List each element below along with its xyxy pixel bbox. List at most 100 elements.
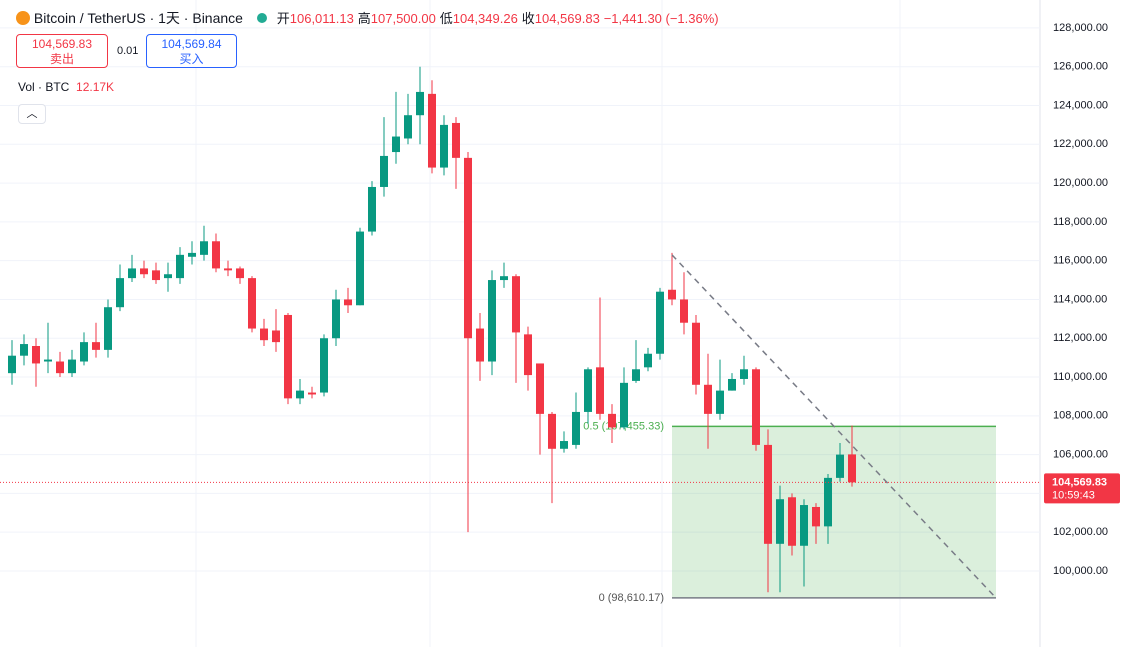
candle-body — [632, 369, 640, 381]
candle-body — [668, 289, 676, 300]
buy-button[interactable]: 104,569.84 买入 — [146, 34, 237, 68]
low-label: 低 — [439, 11, 453, 26]
candle-body — [692, 322, 700, 385]
candle-body — [680, 299, 688, 323]
y-tick-label: 118,000.00 — [1053, 216, 1107, 228]
candle-body — [536, 363, 544, 414]
candle-body — [416, 91, 424, 116]
sell-price: 104,569.83 — [31, 37, 93, 51]
y-tick-label: 108,000.00 — [1053, 410, 1108, 422]
candle-body — [812, 506, 820, 527]
candle-body — [608, 413, 616, 428]
candle-body — [152, 270, 160, 281]
sell-label: 卖出 — [49, 52, 74, 66]
candle-body — [512, 276, 520, 333]
fib-zone — [672, 426, 996, 598]
candle-body — [176, 254, 184, 279]
volume-value: 12.17K — [76, 80, 115, 94]
candle-body — [548, 413, 556, 449]
candle-body — [320, 338, 328, 393]
candle-body — [644, 353, 652, 368]
y-tick-label: 126,000.00 — [1053, 61, 1108, 73]
candle-body — [728, 378, 736, 391]
candle-body — [704, 384, 712, 414]
candle-body — [44, 359, 52, 362]
high-value: 107,500.00 — [370, 11, 436, 26]
candle-body — [596, 367, 604, 414]
candle-body — [740, 369, 748, 379]
candle-body — [260, 328, 268, 341]
candle-body — [68, 359, 76, 374]
candle-body — [776, 499, 784, 544]
candle-body — [560, 441, 568, 449]
open-value: 106,011.13 — [289, 11, 354, 26]
sell-button[interactable]: 104,569.83 卖出 — [16, 34, 108, 68]
low-value: 104,349.26 — [452, 11, 518, 26]
symbol-title: Bitcoin / TetherUS · 1天 · Binance — [33, 10, 243, 26]
y-tick-label: 110,000.00 — [1053, 371, 1107, 383]
volume-legend: Vol · BTC 12.17K — [18, 80, 114, 94]
collapse-button[interactable]: ︿ — [18, 104, 46, 124]
y-tick-label: 124,000.00 — [1053, 99, 1108, 111]
candle-body — [140, 268, 148, 275]
candle-body — [128, 268, 136, 279]
y-tick-label: 122,000.00 — [1053, 138, 1108, 150]
candle-body — [584, 369, 592, 412]
candle-body — [656, 291, 664, 354]
y-tick-label: 114,000.00 — [1053, 293, 1107, 305]
candle-body — [284, 314, 292, 399]
candle-body — [236, 268, 244, 279]
change-value: −1,441.30 (−1.36%) — [603, 11, 719, 26]
candle-body — [212, 241, 220, 269]
header: Bitcoin / TetherUS · 1天 · Binance 开106,0… — [16, 8, 719, 28]
candle-body — [32, 345, 40, 364]
candle-body — [848, 454, 856, 483]
candle-body — [488, 280, 496, 362]
last-price-label: 104,569.83 — [1052, 476, 1107, 488]
candle-body — [620, 382, 628, 428]
candle-body — [764, 444, 772, 544]
candle-body — [308, 392, 316, 395]
candle-body — [476, 328, 484, 362]
candle-body — [164, 274, 172, 279]
candle-body — [8, 355, 16, 374]
candle-body — [572, 411, 580, 445]
buy-label: 买入 — [179, 52, 204, 66]
candle-body — [368, 186, 376, 232]
fib-label: 0 (98,610.17) — [599, 592, 664, 604]
candle-body — [200, 241, 208, 255]
candle-body — [80, 342, 88, 362]
candle-body — [344, 299, 352, 306]
y-tick-label: 128,000.00 — [1053, 22, 1108, 34]
candle-body — [824, 477, 832, 527]
y-tick-label: 100,000.00 — [1053, 565, 1108, 577]
y-tick-label: 102,000.00 — [1053, 526, 1108, 538]
last-price-box — [1044, 473, 1120, 504]
open-label: 开 — [276, 11, 290, 26]
y-tick-label: 112,000.00 — [1053, 332, 1107, 344]
close-value: 104,569.83 — [534, 11, 600, 26]
quantity: 0.01 — [117, 45, 139, 57]
candle-body — [800, 505, 808, 546]
candle-body — [56, 361, 64, 374]
candle-body — [428, 93, 436, 168]
close-label: 收 — [521, 11, 535, 26]
candle-body — [788, 497, 796, 546]
candle-body — [836, 454, 844, 478]
y-tick-label: 106,000.00 — [1053, 449, 1108, 461]
candle-body — [500, 276, 508, 281]
candle-body — [332, 299, 340, 339]
candle-body — [248, 278, 256, 329]
y-tick-label: 116,000.00 — [1053, 255, 1107, 267]
buy-price: 104,569.84 — [161, 37, 222, 51]
candle-body — [452, 122, 460, 158]
candle-body — [296, 390, 304, 399]
candle-body — [188, 252, 196, 257]
candle-body — [716, 390, 724, 414]
candle-body — [116, 278, 124, 308]
trendline — [671, 254, 997, 599]
candle-body — [380, 155, 388, 187]
candle-body — [392, 136, 400, 153]
